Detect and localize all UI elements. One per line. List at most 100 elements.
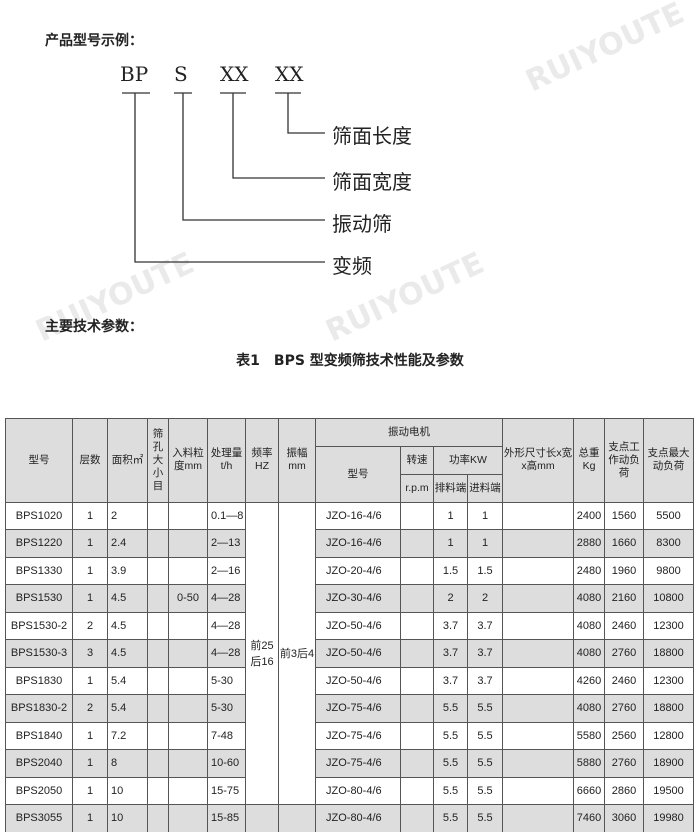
cell-max-load: 12800 xyxy=(643,721,694,750)
cell-speed xyxy=(400,776,434,805)
cell-dims xyxy=(502,529,574,558)
cell-dims xyxy=(502,584,574,613)
cell-layers: 1 xyxy=(72,776,108,805)
cell-model: BPS2050 xyxy=(5,776,73,805)
cell-speed xyxy=(400,749,434,778)
table-row: BPS1830 1 5.4 5-30 JZO-50-4/6 3.7 3.7 4260 2460 1… xyxy=(5,666,694,695)
code-bp: BP xyxy=(120,62,149,86)
cell-area: 4.5 xyxy=(107,584,148,613)
cell-mesh xyxy=(147,529,169,558)
cell-speed xyxy=(400,584,434,613)
cell-work-load: 1560 xyxy=(604,501,644,530)
cell-layers: 1 xyxy=(72,804,108,832)
cell-weight: 2880 xyxy=(573,529,605,558)
cell-mesh xyxy=(147,694,169,723)
cell-power-out: 3.7 xyxy=(433,666,468,695)
cell-dims xyxy=(502,804,574,832)
cell-layers: 1 xyxy=(72,721,108,750)
cell-layers: 1 xyxy=(72,584,108,613)
cell-model: BPS1330 xyxy=(5,556,73,585)
h-speed: 转速 xyxy=(400,445,434,475)
cell-model: BPS2040 xyxy=(5,749,73,778)
cell-capacity: 2—13 xyxy=(207,529,246,558)
cell-power-out: 1 xyxy=(433,501,468,530)
cell-area: 5.4 xyxy=(107,694,148,723)
cell-dims xyxy=(502,611,574,640)
cell-area: 3.9 xyxy=(107,556,148,585)
cell-amp: 前3后4 xyxy=(278,501,316,805)
cell-weight: 7460 xyxy=(573,804,605,832)
cell-weight: 2480 xyxy=(573,556,605,585)
h-speed-unit: r.p.m xyxy=(400,473,434,503)
cell-max-load: 8300 xyxy=(643,529,694,558)
cell-area: 4.5 xyxy=(107,611,148,640)
cell-feed xyxy=(168,776,208,805)
cell-area: 5.4 xyxy=(107,666,148,695)
cell-power-in: 2 xyxy=(467,584,503,613)
cell-area: 10 xyxy=(107,776,148,805)
cell-max-load: 19980 xyxy=(643,804,694,832)
cell-motor-model: JZO-20-4/6 xyxy=(315,556,401,585)
cell-layers: 3 xyxy=(72,639,108,668)
cell-power-out: 5.5 xyxy=(433,749,468,778)
cell-motor-model: JZO-80-4/6 xyxy=(315,776,401,805)
cell-speed xyxy=(400,694,434,723)
cell-weight: 6660 xyxy=(573,776,605,805)
h-max-load: 支点最大动负荷 xyxy=(643,418,694,503)
cell-power-in: 5.5 xyxy=(467,804,503,832)
cell-work-load: 3060 xyxy=(604,804,644,832)
cell-freq: 前25后16 xyxy=(245,501,279,805)
cell-dims xyxy=(502,776,574,805)
cell-power-in: 5.5 xyxy=(467,694,503,723)
cell-area: 4.5 xyxy=(107,639,148,668)
cell-power-out: 1 xyxy=(433,529,468,558)
table-row: BPS3055 1 10 15-85 JZO-80-4/6 5.5 5.5 7460 3060 1… xyxy=(5,804,694,832)
cell-speed xyxy=(400,639,434,668)
cell-feed xyxy=(168,666,208,695)
cell-capacity: 10-60 xyxy=(207,749,246,778)
cell-motor-model: JZO-16-4/6 xyxy=(315,529,401,558)
cell-motor-model: JZO-50-4/6 xyxy=(315,666,401,695)
params-heading: 主要技术参数： xyxy=(45,319,143,335)
cell-capacity: 5-30 xyxy=(207,666,246,695)
cell-work-load: 2460 xyxy=(604,611,644,640)
cell-max-load: 19500 xyxy=(643,776,694,805)
cell-motor-model: JZO-50-4/6 xyxy=(315,611,401,640)
cell-feed xyxy=(168,639,208,668)
cell-weight: 4080 xyxy=(573,584,605,613)
cell-power-in: 1.5 xyxy=(467,556,503,585)
cell-power-in: 1 xyxy=(467,529,503,558)
h-power-out: 排料端 xyxy=(433,473,468,503)
code-width: XX xyxy=(220,62,249,86)
cell-layers: 1 xyxy=(72,749,108,778)
cell-work-load: 2460 xyxy=(604,666,644,695)
table-row: BPS1020 1 2 0.1—8 前25后16 前3后4 JZO-16-4/6 1 1 2400… xyxy=(5,501,694,805)
cell-capacity: 15-85 xyxy=(207,804,246,832)
cell-power-out: 3.7 xyxy=(433,611,468,640)
cell-speed xyxy=(400,556,434,585)
cell-motor-model: JZO-80-4/6 xyxy=(315,804,401,832)
cell-weight: 5580 xyxy=(573,721,605,750)
cell-power-in: 3.7 xyxy=(467,639,503,668)
h-weight: 总重Kg xyxy=(573,418,605,503)
cell-mesh xyxy=(147,584,169,613)
cell-feed xyxy=(168,749,208,778)
h-freq: 频率HZ xyxy=(245,418,279,503)
table-row: BPS1220 1 2.4 2—13 JZO-16-4/6 1 1 2880 1660 8300 xyxy=(5,529,694,558)
cell-feed xyxy=(168,694,208,723)
cell-feed xyxy=(168,501,208,530)
cell-feed xyxy=(168,804,208,832)
cell-power-in: 5.5 xyxy=(467,749,503,778)
cell-model: BPS1830 xyxy=(5,666,73,695)
cell-speed xyxy=(400,721,434,750)
cell-power-out: 1.5 xyxy=(433,556,468,585)
cell-layers: 1 xyxy=(72,666,108,695)
h-motor: 振动电机 xyxy=(315,418,503,447)
h-work-load: 支点工作动负荷 xyxy=(604,418,644,503)
cell-dims xyxy=(502,666,574,695)
cell-work-load: 1960 xyxy=(604,556,644,585)
code-length: XX xyxy=(275,62,304,86)
cell-speed xyxy=(400,611,434,640)
example-heading: 产品型号示例： xyxy=(45,33,143,49)
